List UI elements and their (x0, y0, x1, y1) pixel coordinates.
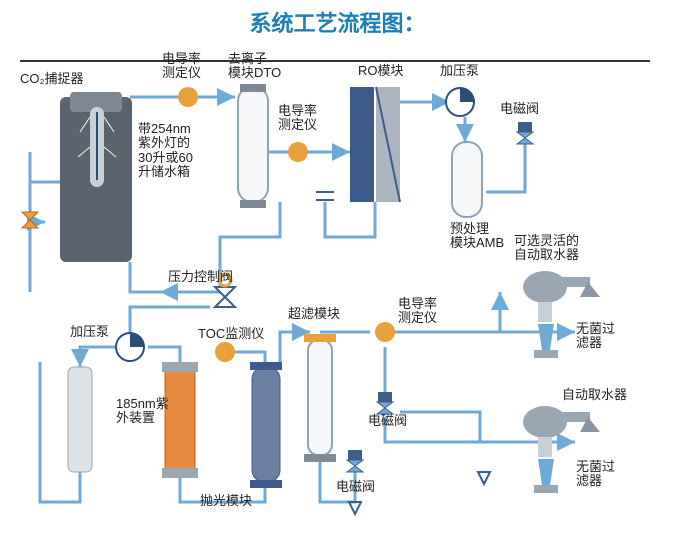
lbl-cond2: 电导率 测定仪 (278, 104, 317, 133)
tank-component (60, 92, 132, 262)
uf-module (304, 334, 336, 462)
lbl-pcv: 压力控制阀 (168, 270, 233, 284)
lbl-disp2: 自动取水器 (562, 388, 627, 402)
lbl-uv185: 185nm紫 外装置 (116, 397, 169, 426)
dispenser-top (523, 271, 600, 322)
cond-meter-2 (288, 142, 308, 162)
pump-top (446, 88, 474, 116)
lbl-filter1: 无菌过 滤器 (576, 322, 615, 351)
lbl-sol3: 电磁阀 (336, 480, 375, 494)
amb-module (452, 142, 482, 217)
filter-bottom (534, 459, 558, 493)
lbl-sol2: 电磁阀 (368, 414, 407, 428)
lbl-pump2: 加压泵 (70, 325, 109, 339)
lbl-polish: 抛光模块 (200, 494, 252, 508)
lbl-pump1: 加压泵 (440, 64, 479, 78)
filter-top (534, 324, 558, 358)
lbl-toc: TOC监测仪 (198, 327, 264, 341)
lbl-filter2: 无菌过 滤器 (576, 460, 615, 489)
dto-module (238, 84, 268, 208)
lbl-uf: 超滤模块 (288, 307, 340, 321)
diagram-svg (20, 62, 650, 542)
solenoid-mid (377, 392, 393, 414)
solenoid-low (347, 450, 363, 472)
inlet-valve (22, 212, 38, 228)
lbl-tank: 带254nm 紫外灯的 30升或60 升储水箱 (138, 122, 193, 179)
lbl-cond3: 电导率 测定仪 (398, 297, 437, 326)
cond-meter-3 (375, 322, 395, 342)
polish-module (250, 362, 282, 488)
diagram-title: 系统工艺流程图： (0, 6, 675, 38)
diagram-canvas: CO₂捕捉器 电导率 测定仪 去离子 模块DTO 电导率 测定仪 RO模块 加压… (20, 60, 650, 540)
lbl-sol1: 电磁阀 (500, 102, 539, 116)
lbl-ro: RO模块 (358, 64, 404, 78)
left-column (68, 367, 92, 472)
solenoid-top (517, 122, 533, 144)
cond-meter-1 (178, 87, 198, 107)
dispenser-bottom (523, 406, 600, 457)
lbl-co2: CO₂捕捉器 (20, 72, 84, 86)
lbl-dto: 去离子 模块DTO (228, 52, 281, 81)
lbl-autodisp: 可选灵活的 自动取水器 (514, 234, 579, 263)
lbl-amb: 预处理 模块AMB (450, 222, 504, 251)
lbl-cond1: 电导率 测定仪 (162, 52, 201, 81)
pump-bottom (116, 333, 144, 361)
ro-module (350, 87, 400, 202)
toc-meter (215, 342, 235, 362)
